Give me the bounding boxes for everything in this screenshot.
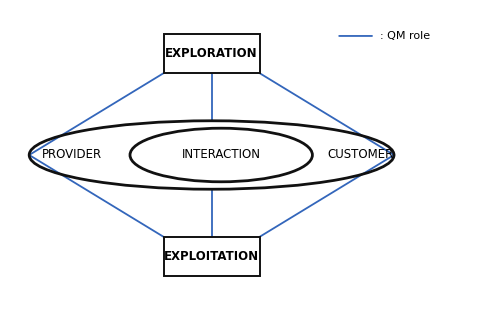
Text: INTERACTION: INTERACTION (182, 148, 260, 162)
Text: EXPLOITATION: EXPLOITATION (164, 250, 259, 263)
Text: EXPLORATION: EXPLORATION (166, 47, 258, 60)
Text: CUSTOMER: CUSTOMER (328, 148, 394, 162)
FancyBboxPatch shape (164, 237, 260, 276)
FancyBboxPatch shape (164, 34, 260, 73)
Text: : QM role: : QM role (380, 31, 430, 41)
Text: PROVIDER: PROVIDER (42, 148, 102, 162)
